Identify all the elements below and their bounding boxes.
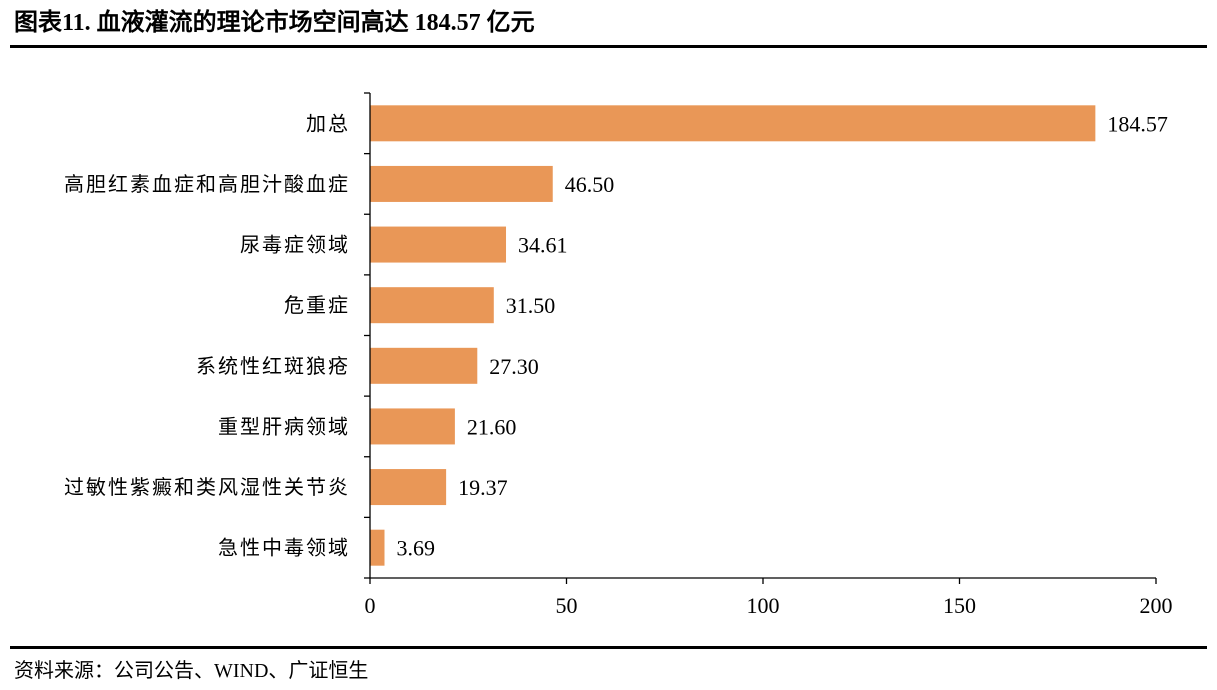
bar [370, 469, 447, 506]
data-label: 27.30 [489, 354, 539, 379]
x-tick-label: 150 [943, 593, 976, 618]
data-label: 31.50 [506, 293, 556, 318]
bar [370, 226, 507, 263]
category-label: 重型肝病领域 [218, 414, 350, 438]
data-label: 46.50 [565, 172, 615, 197]
data-label: 19.37 [458, 475, 508, 500]
bar [370, 347, 478, 384]
source-rule [10, 646, 1207, 649]
category-label: 急性中毒领域 [218, 536, 350, 560]
bar [370, 165, 553, 202]
category-label: 过敏性紫癜和类风湿性关节炎 [64, 475, 350, 499]
bar [370, 529, 385, 566]
title-rule [10, 45, 1207, 48]
data-label: 3.69 [397, 536, 436, 561]
axis-layer [364, 92, 1157, 584]
bar [370, 287, 494, 324]
bar [370, 105, 1096, 142]
x-tick-label: 100 [747, 593, 780, 618]
bar [370, 408, 455, 445]
x-tick-label: 50 [556, 593, 578, 618]
source-note: 资料来源：公司公告、WIND、广证恒生 [14, 660, 369, 682]
figure-title: 图表11. 血液灌流的理论市场空间高达 184.57 亿元 [14, 10, 535, 36]
category-label: 危重症 [284, 293, 350, 317]
data-label: 34.61 [518, 233, 568, 258]
x-tick-label: 0 [365, 593, 376, 618]
bars-layer [370, 105, 1096, 566]
category-label: 高胆红素血症和高胆汁酸血症 [64, 172, 350, 196]
category-label: 尿毒症领域 [240, 233, 350, 257]
category-label: 加总 [306, 111, 350, 135]
data-label: 21.60 [467, 414, 517, 439]
x-tick-label: 200 [1140, 593, 1173, 618]
data-label: 184.57 [1107, 111, 1168, 136]
category-label: 系统性红斑狼疮 [196, 354, 350, 378]
labels-layer: 184.57 加总 46.50 高胆红素血症和高胆汁酸血症 34.61 尿毒症领域 31.5… [64, 111, 1173, 618]
